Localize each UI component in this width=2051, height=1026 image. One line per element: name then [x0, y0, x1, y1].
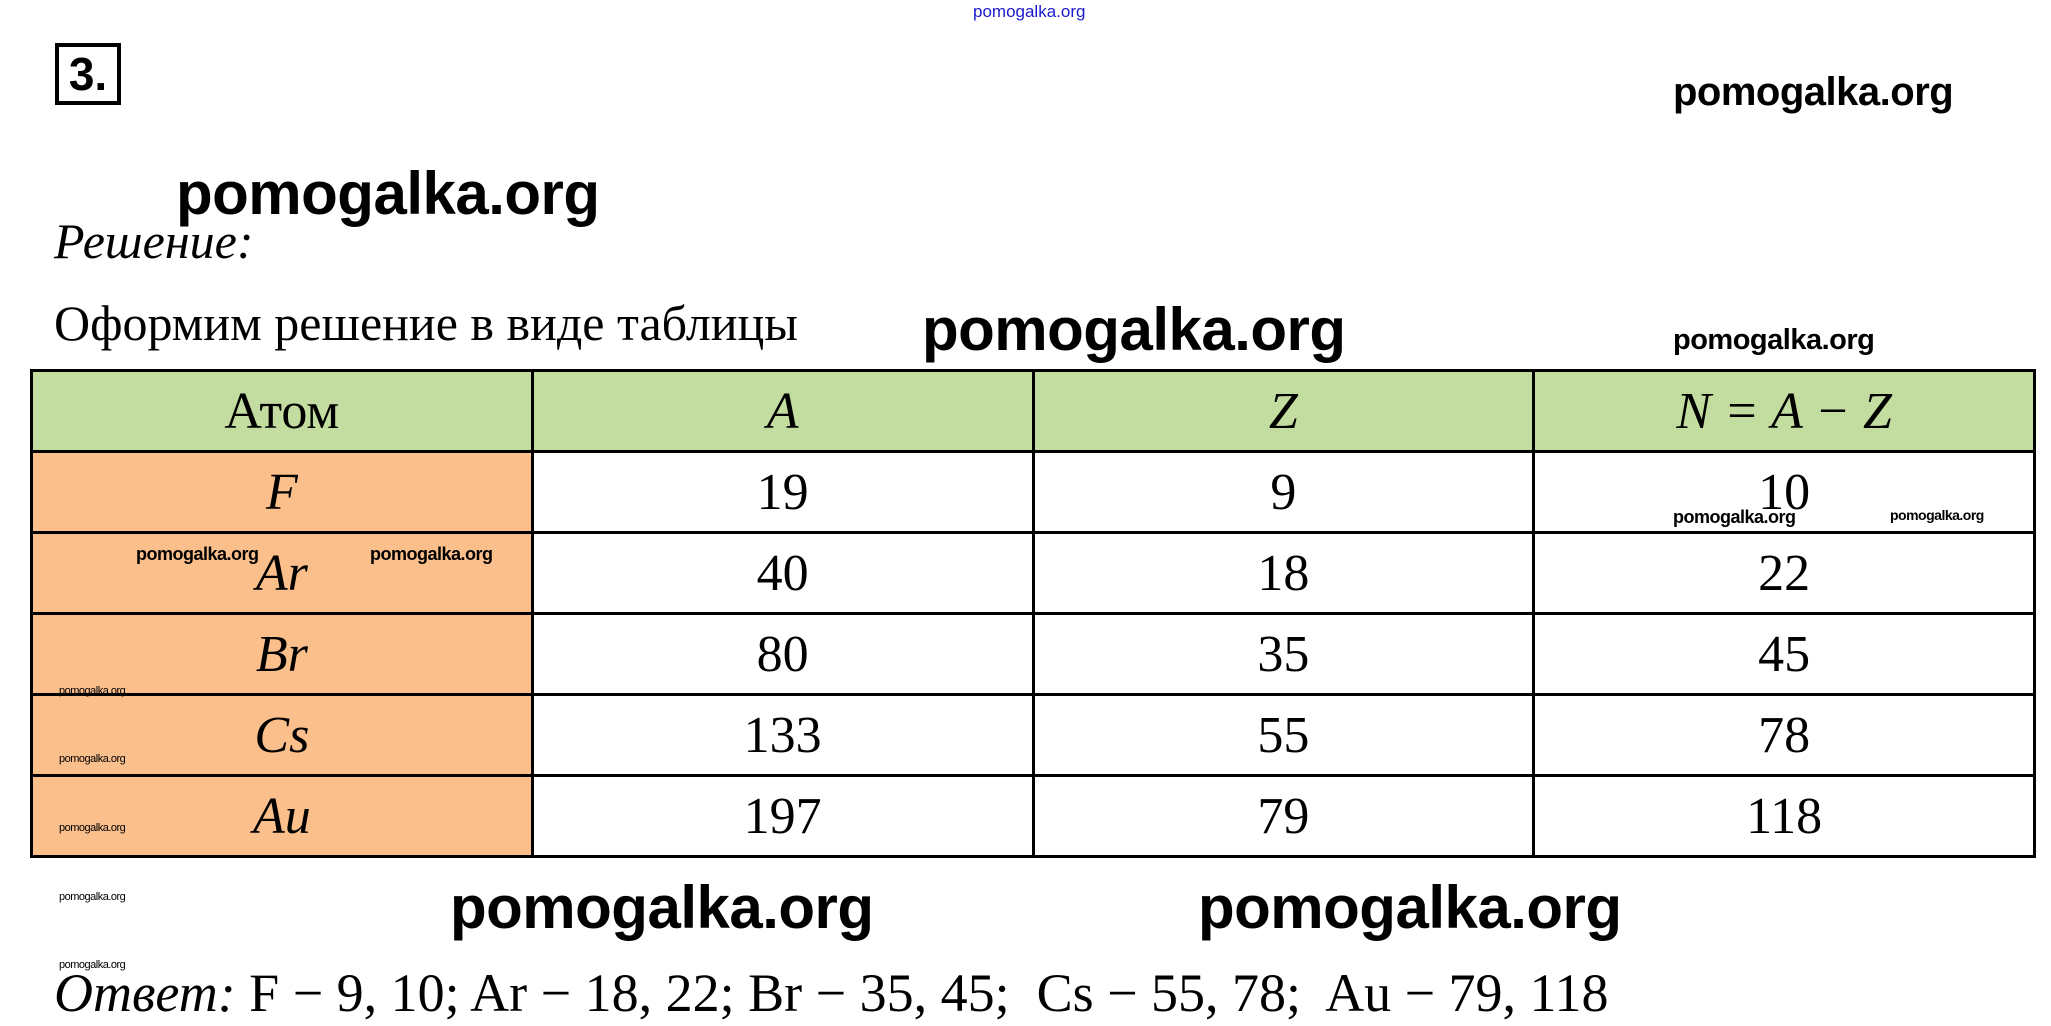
intro-text: Оформим решение в виде таблицы	[54, 295, 798, 351]
cell-a: 197	[530, 774, 1035, 858]
watermark: pomogalka.org	[370, 544, 493, 564]
watermark: pomogalka.org	[450, 874, 874, 941]
cell-a: 19	[530, 450, 1035, 534]
cell-n: 45	[1532, 612, 2036, 696]
task-number: 3.	[55, 43, 121, 105]
atoms-table: Атом A Z N = A − Z F 19 9 10 Ar 40 18 22…	[30, 369, 2036, 858]
watermark: pomogalka.org	[59, 959, 126, 971]
answer-label: Ответ:	[54, 963, 236, 1023]
watermark: pomogalka.org	[1673, 70, 1954, 114]
header-z: Z	[1031, 369, 1536, 453]
watermark: pomogalka.org	[176, 160, 600, 227]
table-row: F 19 9 10	[30, 450, 2036, 534]
cell-n: 22	[1532, 531, 2036, 615]
watermark: pomogalka.org	[922, 296, 1346, 363]
table-row: Ar 40 18 22	[30, 531, 2036, 615]
answer-text: F − 9, 10; Ar − 18, 22; Br − 35, 45; Cs …	[249, 963, 1609, 1023]
cell-atom: Ar	[30, 531, 534, 615]
watermark: pomogalka.org	[1890, 507, 1984, 523]
cell-atom: Cs	[30, 693, 534, 777]
cell-z: 18	[1031, 531, 1536, 615]
solution-label: Решение:	[54, 213, 254, 269]
header-a: A	[530, 369, 1035, 453]
watermark: pomogalka.org	[1198, 874, 1622, 941]
cell-n: 118	[1532, 774, 2036, 858]
table-row: Au 197 79 118	[30, 774, 2036, 858]
cell-a: 80	[530, 612, 1035, 696]
header-n: N = A − Z	[1532, 369, 2036, 453]
cell-atom: Au	[30, 774, 534, 858]
cell-z: 55	[1031, 693, 1536, 777]
watermark: pomogalka.org	[59, 753, 126, 765]
watermark: pomogalka.org	[136, 544, 259, 564]
top-watermark-link[interactable]: pomogalka.org	[973, 2, 1086, 21]
table-row: Cs 133 55 78	[30, 693, 2036, 777]
header-atom: Атом	[30, 369, 534, 453]
answer-line: Ответ: F − 9, 10; Ar − 18, 22; Br − 35, …	[54, 962, 1609, 1024]
cell-z: 79	[1031, 774, 1536, 858]
watermark: pomogalka.org	[59, 891, 126, 903]
cell-z: 35	[1031, 612, 1536, 696]
cell-atom: F	[30, 450, 534, 534]
cell-z: 9	[1031, 450, 1536, 534]
watermark: pomogalka.org	[1673, 507, 1796, 527]
cell-n: 78	[1532, 693, 2036, 777]
cell-n: 10	[1532, 450, 2036, 534]
cell-atom: Br	[30, 612, 534, 696]
watermark: pomogalka.org	[1673, 324, 1875, 356]
watermark: pomogalka.org	[59, 685, 126, 697]
table-row: Br 80 35 45	[30, 612, 2036, 696]
table-header-row: Атом A Z N = A − Z	[30, 369, 2036, 453]
cell-a: 40	[530, 531, 1035, 615]
cell-a: 133	[530, 693, 1035, 777]
watermark: pomogalka.org	[59, 822, 126, 834]
